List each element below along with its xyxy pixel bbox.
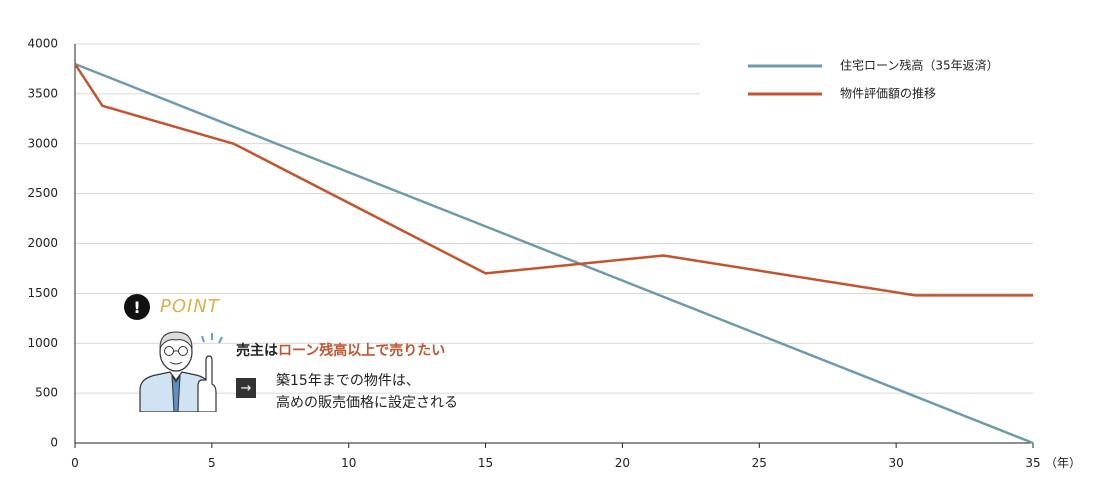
series-lines — [73, 62, 1034, 445]
y-tick-labels: 0 500 1000 1500 2000 2500 3000 3500 4000 — [27, 37, 58, 450]
y-tick-label: 0 — [50, 436, 58, 450]
point-callout: ! POINT 売主はローン残高以上で売りたい → 築15年までの物件は、 高め… — [118, 290, 498, 420]
callout-headline: 売主はローン残高以上で売りたい — [236, 340, 445, 360]
y-tick-label: 4000 — [27, 37, 58, 51]
headline-prefix: 売主は — [236, 343, 278, 359]
x-tick-label: 0 — [71, 456, 79, 470]
y-tick-label: 1000 — [27, 336, 58, 350]
legend-label: 物件評価額の推移 — [840, 86, 936, 101]
x-tick-label: 25 — [752, 456, 767, 470]
x-tick-labels: 0 5 10 15 20 25 30 35 （年） — [71, 456, 1081, 470]
series-loan-balance-line — [74, 62, 1034, 445]
y-tick-label: 2000 — [27, 236, 58, 250]
arrow-right-icon: → — [236, 378, 256, 398]
y-tick-label: 500 — [35, 386, 58, 400]
series-property-value-line — [73, 63, 1033, 297]
x-tick-label: 15 — [478, 456, 493, 470]
person-illustration — [139, 331, 223, 412]
x-tick-label: 10 — [341, 456, 356, 470]
x-tick-label: 5 — [208, 456, 216, 470]
x-tick-label: 20 — [615, 456, 630, 470]
x-tick-label: 30 — [889, 456, 904, 470]
y-tick-label: 2500 — [27, 186, 58, 200]
point-label: POINT — [160, 296, 220, 317]
headline-highlight: ローン残高以上で売りたい — [278, 343, 446, 359]
legend-label: 住宅ローン残高（35年返済） — [840, 58, 999, 73]
exclamation-icon: ! — [124, 294, 150, 320]
note-line-1: 築15年までの物件は、 — [276, 373, 420, 389]
axes — [74, 44, 1034, 448]
note-line-2: 高めの販売価格に設定される — [276, 395, 458, 411]
x-tick-label: 35 — [1025, 456, 1040, 470]
legend: 住宅ローン残高（35年返済） 物件評価額の推移 — [748, 58, 999, 101]
y-tick-label: 3000 — [27, 136, 58, 150]
y-tick-label: 3500 — [27, 86, 58, 100]
x-unit-label: （年） — [1045, 456, 1081, 470]
callout-note: 築15年までの物件は、 高めの販売価格に設定される — [276, 370, 458, 414]
y-tick-label: 1500 — [27, 286, 58, 300]
